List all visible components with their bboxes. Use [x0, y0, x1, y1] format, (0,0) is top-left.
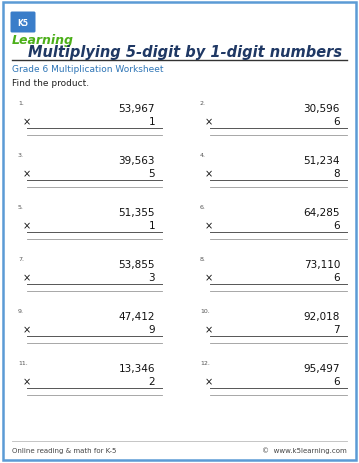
Text: 11.: 11.: [18, 360, 28, 365]
Text: 1: 1: [148, 117, 155, 127]
Text: 9.: 9.: [18, 308, 24, 313]
Text: 2.: 2.: [200, 101, 206, 106]
Text: Multiplying 5-digit by 1-digit numbers: Multiplying 5-digit by 1-digit numbers: [28, 44, 342, 59]
Text: Online reading & math for K-5: Online reading & math for K-5: [12, 447, 116, 453]
Text: 4.: 4.: [200, 153, 206, 158]
Text: ×: ×: [205, 324, 213, 334]
Text: 64,285: 64,285: [303, 207, 340, 218]
Text: ©  www.k5learning.com: © www.k5learning.com: [262, 447, 347, 453]
Text: 30,596: 30,596: [304, 104, 340, 114]
Text: 13,346: 13,346: [118, 363, 155, 373]
Text: 53,967: 53,967: [118, 104, 155, 114]
Text: 3: 3: [148, 272, 155, 282]
Text: ×: ×: [205, 220, 213, 231]
Text: 7: 7: [334, 324, 340, 334]
Text: K5: K5: [18, 19, 28, 27]
Text: ×: ×: [23, 324, 31, 334]
Text: 51,355: 51,355: [118, 207, 155, 218]
Text: 95,497: 95,497: [303, 363, 340, 373]
Text: Grade 6 Multiplication Worksheet: Grade 6 Multiplication Worksheet: [12, 65, 163, 75]
Text: Find the product.: Find the product.: [12, 78, 89, 88]
Text: 51,234: 51,234: [303, 156, 340, 166]
Text: ×: ×: [23, 169, 31, 179]
Text: 10.: 10.: [200, 308, 210, 313]
Text: 6: 6: [334, 376, 340, 386]
Text: 7.: 7.: [18, 257, 24, 262]
Text: ×: ×: [23, 220, 31, 231]
Text: 3.: 3.: [18, 153, 24, 158]
FancyBboxPatch shape: [10, 13, 36, 33]
Text: ×: ×: [205, 272, 213, 282]
Text: 1.: 1.: [18, 101, 24, 106]
Text: ×: ×: [205, 169, 213, 179]
Text: 2: 2: [148, 376, 155, 386]
Text: ×: ×: [23, 376, 31, 386]
Text: 5.: 5.: [18, 205, 24, 210]
Text: 6: 6: [334, 117, 340, 127]
Text: 1: 1: [148, 220, 155, 231]
Text: ×: ×: [205, 117, 213, 127]
Text: 5: 5: [148, 169, 155, 179]
Text: 8.: 8.: [200, 257, 206, 262]
Text: 9: 9: [148, 324, 155, 334]
Text: Learning: Learning: [12, 34, 74, 47]
Text: 53,855: 53,855: [118, 259, 155, 269]
Text: 73,110: 73,110: [304, 259, 340, 269]
Text: 6: 6: [334, 272, 340, 282]
Text: 39,563: 39,563: [118, 156, 155, 166]
Text: 6: 6: [334, 220, 340, 231]
FancyBboxPatch shape: [3, 3, 356, 460]
Text: 12.: 12.: [200, 360, 210, 365]
Text: ×: ×: [23, 272, 31, 282]
Text: ×: ×: [205, 376, 213, 386]
Text: 8: 8: [334, 169, 340, 179]
Text: 92,018: 92,018: [304, 311, 340, 321]
Text: 6.: 6.: [200, 205, 206, 210]
Text: ×: ×: [23, 117, 31, 127]
Text: 47,412: 47,412: [118, 311, 155, 321]
